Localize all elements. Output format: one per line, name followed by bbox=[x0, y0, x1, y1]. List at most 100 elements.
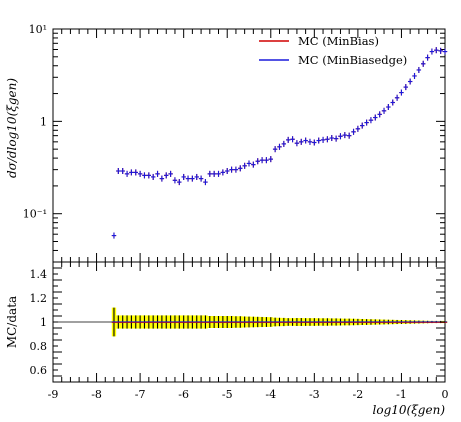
x-tick-label: -2 bbox=[353, 388, 364, 401]
data-point-minbiasedge bbox=[246, 160, 252, 167]
ratio-y-tick-label: 1 bbox=[40, 316, 47, 329]
x-tick-label: -3 bbox=[309, 388, 320, 401]
data-point-minbiasedge bbox=[294, 140, 300, 147]
data-point-minbiasedge bbox=[233, 166, 239, 173]
data-point-minbiasedge bbox=[425, 54, 430, 61]
data-point-minbiasedge bbox=[151, 173, 156, 180]
data-point-minbiasedge bbox=[164, 172, 169, 179]
ratio-uncertainty-band bbox=[53, 307, 448, 337]
data-point-minbiasedge bbox=[242, 162, 247, 169]
data-point-minbiasedge bbox=[281, 140, 287, 147]
data-point-minbiasedge bbox=[403, 84, 408, 91]
data-point-minbiasedge bbox=[216, 170, 221, 177]
x-axis-title: log10(ξgen) bbox=[373, 403, 446, 417]
ratio-y-axis-title: MC/data bbox=[5, 296, 19, 348]
ratio-axis-ticks: -9 -8 -7 -6 -5 -4 -3 -2 -1 0 0.6 0.8 1 1.2 1.4 bbox=[30, 261, 449, 401]
data-point-minbiasedge bbox=[303, 137, 308, 144]
data-point-minbiasedge bbox=[325, 136, 330, 143]
data-point-minbiasedge bbox=[312, 139, 317, 146]
data-point-minbiasedge bbox=[172, 177, 178, 184]
data-point-minbiasedge bbox=[421, 60, 426, 67]
data-point-minbiasedge bbox=[351, 128, 356, 135]
data-point-minbiasedge bbox=[142, 172, 147, 179]
data-point-minbiasedge bbox=[268, 156, 273, 163]
main-y-tick-label: 1 bbox=[40, 115, 47, 128]
data-point-minbiasedge bbox=[320, 136, 326, 143]
data-point-minbiasedge bbox=[229, 166, 234, 173]
data-point-minbiasedge bbox=[129, 169, 134, 176]
data-point-minbiasedge bbox=[342, 132, 347, 139]
data-point-minbiasedge bbox=[155, 170, 160, 177]
data-point-minbiasedge bbox=[251, 161, 256, 168]
data-point-minbiasedge bbox=[220, 169, 226, 176]
data-point-minbiasedge bbox=[159, 175, 165, 182]
data-point-minbiasedge bbox=[381, 107, 387, 114]
data-point-minbiasedge bbox=[272, 146, 278, 153]
data-point-minbiasedge bbox=[124, 170, 130, 177]
ratio-y-tick-label: 0.8 bbox=[30, 340, 48, 353]
data-point-minbiasedge bbox=[181, 173, 186, 180]
data-point-minbiasedge bbox=[407, 78, 413, 85]
data-point-minbiasedge bbox=[390, 99, 395, 106]
main-series-layer bbox=[111, 47, 448, 239]
data-point-minbiasedge bbox=[238, 165, 243, 172]
x-tick-label: -4 bbox=[265, 388, 276, 401]
data-point-minbiasedge bbox=[377, 111, 382, 118]
main-y-tick-label: 10¹ bbox=[29, 23, 47, 36]
data-point-minbiasedge bbox=[211, 170, 217, 177]
ratio-y-tick-label: 1.2 bbox=[30, 292, 48, 305]
ratio-y-tick-label: 0.6 bbox=[30, 364, 48, 377]
ratio-y-tick-label: 1.4 bbox=[30, 268, 48, 281]
data-point-minbiasedge bbox=[429, 48, 435, 55]
data-point-minbiasedge bbox=[386, 104, 391, 111]
data-point-minbiasedge bbox=[347, 132, 352, 139]
data-point-minbiasedge bbox=[364, 119, 369, 126]
legend: MC (MinBias) MC (MinBiasedge) bbox=[259, 34, 407, 67]
data-point-minbiasedge bbox=[120, 168, 125, 175]
data-point-minbiasedge bbox=[290, 136, 295, 143]
x-tick-label: -8 bbox=[91, 388, 102, 401]
data-point-minbiasedge bbox=[207, 170, 212, 177]
data-point-minbiasedge bbox=[277, 143, 282, 150]
legend-label-minbias: MC (MinBias) bbox=[298, 34, 379, 48]
data-point-minbiasedge bbox=[438, 47, 443, 54]
data-point-minbiasedge bbox=[307, 138, 313, 145]
legend-label-minbiasedge: MC (MinBiasedge) bbox=[298, 53, 407, 67]
main-y-axis-title: dσ/dlog10(ξgen) bbox=[5, 78, 19, 178]
data-point-minbiasedge bbox=[264, 157, 269, 164]
data-point-minbiasedge bbox=[116, 168, 121, 175]
main-y-tick-label: 10⁻¹ bbox=[23, 208, 47, 221]
data-point-minbiasedge bbox=[434, 47, 439, 54]
data-point-minbiasedge bbox=[394, 94, 400, 101]
data-point-minbiasedge bbox=[225, 168, 230, 175]
x-tick-label: -7 bbox=[135, 388, 146, 401]
data-point-minbiasedge bbox=[333, 135, 339, 142]
data-point-minbiasedge bbox=[185, 175, 191, 182]
data-point-minbiasedge bbox=[146, 172, 151, 179]
data-point-minbiasedge bbox=[259, 157, 265, 164]
data-point-minbiasedge bbox=[198, 175, 204, 182]
data-point-minbiasedge bbox=[299, 138, 304, 145]
data-point-minbiasedge bbox=[177, 179, 182, 186]
data-point-minbiasedge bbox=[338, 133, 343, 140]
x-tick-label: -5 bbox=[222, 388, 233, 401]
data-point-minbiasedge bbox=[355, 125, 361, 132]
data-point-minbiasedge bbox=[286, 136, 291, 143]
data-point-minbiasedge bbox=[416, 66, 422, 73]
x-tick-label: -6 bbox=[178, 388, 189, 401]
data-point-minbiasedge bbox=[203, 179, 208, 186]
data-point-minbiasedge bbox=[190, 175, 195, 182]
main-axis-ticks: 10⁻¹ 1 10¹ bbox=[23, 23, 446, 263]
data-point-minbiasedge bbox=[373, 114, 378, 121]
data-point-minbiasedge bbox=[111, 232, 117, 239]
data-point-minbiasedge bbox=[255, 158, 260, 165]
x-tick-label: -9 bbox=[48, 388, 59, 401]
data-point-minbiasedge bbox=[399, 89, 404, 96]
data-point-minbiasedge bbox=[133, 169, 138, 176]
data-point-minbiasedge bbox=[194, 173, 199, 180]
x-tick-label: -1 bbox=[396, 388, 407, 401]
data-point-minbiasedge bbox=[368, 117, 374, 124]
x-tick-label: 0 bbox=[442, 388, 449, 401]
data-point-minbiasedge bbox=[137, 170, 143, 177]
